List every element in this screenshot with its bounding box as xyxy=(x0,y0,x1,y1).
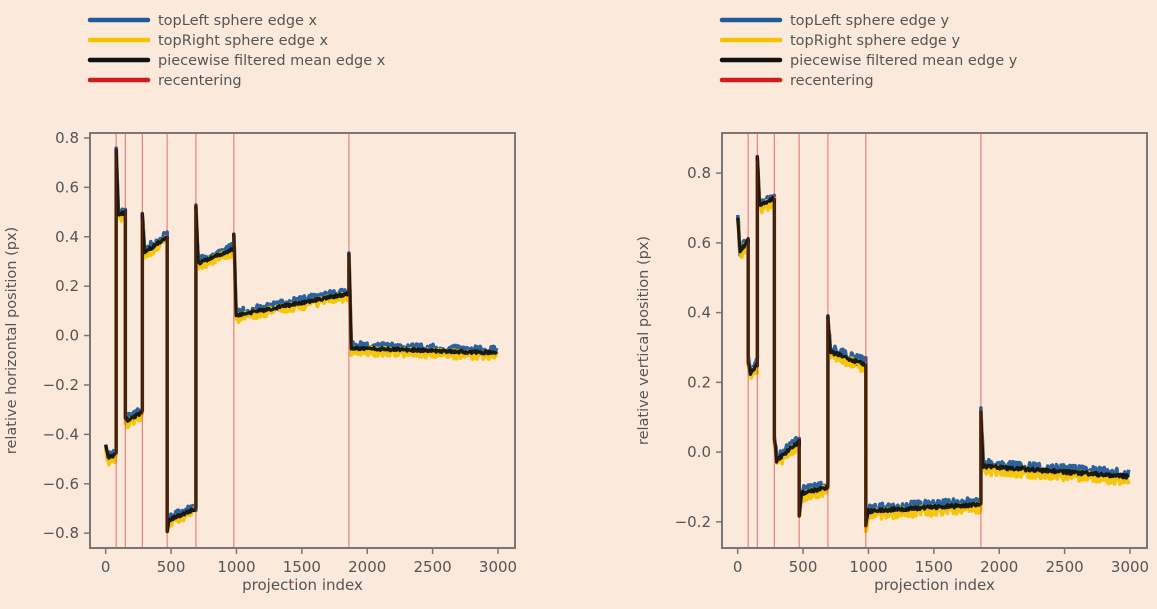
series-line xyxy=(735,160,1131,534)
legend-label: topLeft sphere edge x xyxy=(158,13,318,29)
y-tick-label: −0.2 xyxy=(675,513,711,531)
axes-frame xyxy=(89,132,516,549)
x-tick-label: 3000 xyxy=(479,558,517,576)
x-tick-label: 0 xyxy=(733,558,743,576)
legend-label: topLeft sphere edge y xyxy=(790,13,950,29)
y-tick-label: 0.6 xyxy=(687,234,711,252)
plot-data xyxy=(103,133,499,548)
legend: topLeft sphere edge y topRight sphere edg… xyxy=(719,13,1018,89)
x-tick-label: 1000 xyxy=(217,558,255,576)
y-tick-label: 0.0 xyxy=(55,327,79,345)
x-tick-label: 500 xyxy=(157,558,186,576)
chart-2: topLeft sphere edge y topRight sphere edg… xyxy=(636,13,1149,594)
y-tick-label: −0.6 xyxy=(43,475,79,493)
y-axis-label: relative vertical position (px) xyxy=(636,236,652,445)
x-tick-label: 1500 xyxy=(915,558,953,576)
series-line xyxy=(104,148,499,534)
legend: topLeft sphere edge x topRight sphere edg… xyxy=(87,13,386,89)
x-tick-label: 3000 xyxy=(1111,558,1149,576)
x-tick-label: 2000 xyxy=(980,558,1018,576)
x-tick-label: 500 xyxy=(789,558,818,576)
legend-label: recentering xyxy=(158,73,242,89)
x-tick-label: 2500 xyxy=(414,558,452,576)
y-tick-label: −0.4 xyxy=(43,425,79,443)
x-axis-label: projection index xyxy=(242,576,363,594)
series-line xyxy=(736,154,1130,528)
legend-label: recentering xyxy=(790,73,874,89)
y-tick-label: 0.8 xyxy=(687,164,711,182)
y-tick-label: 0.0 xyxy=(687,443,711,461)
y-tick-label: 0.6 xyxy=(55,178,79,196)
y-tick-label: 0.2 xyxy=(55,277,79,295)
plot-data xyxy=(735,133,1131,548)
x-tick-label: 1500 xyxy=(283,558,321,576)
y-tick-label: 0.4 xyxy=(55,228,79,246)
chart-1: topLeft sphere edge x topRight sphere edg… xyxy=(4,13,517,594)
y-tick-label: −0.8 xyxy=(43,524,79,542)
y-tick-label: 0.4 xyxy=(687,304,711,322)
x-tick-label: 2000 xyxy=(348,558,386,576)
y-tick-label: 0.2 xyxy=(687,373,711,391)
series-line xyxy=(103,155,499,534)
legend-label: piecewise filtered mean edge y xyxy=(790,53,1018,69)
x-tick-label: 1000 xyxy=(849,558,887,576)
series-line xyxy=(103,146,499,532)
x-tick-label: 2500 xyxy=(1046,558,1084,576)
y-tick-label: −0.2 xyxy=(43,376,79,394)
legend-label: piecewise filtered mean edge x xyxy=(158,53,386,69)
x-tick-label: 0 xyxy=(101,558,111,576)
x-axis-label: projection index xyxy=(874,576,995,594)
legend-label: topRight sphere edge x xyxy=(158,33,328,49)
y-tick-label: 0.8 xyxy=(55,129,79,147)
axes-frame xyxy=(721,132,1148,549)
y-axis-label: relative horizontal position (px) xyxy=(4,227,20,454)
legend-label: topRight sphere edge y xyxy=(790,33,960,49)
